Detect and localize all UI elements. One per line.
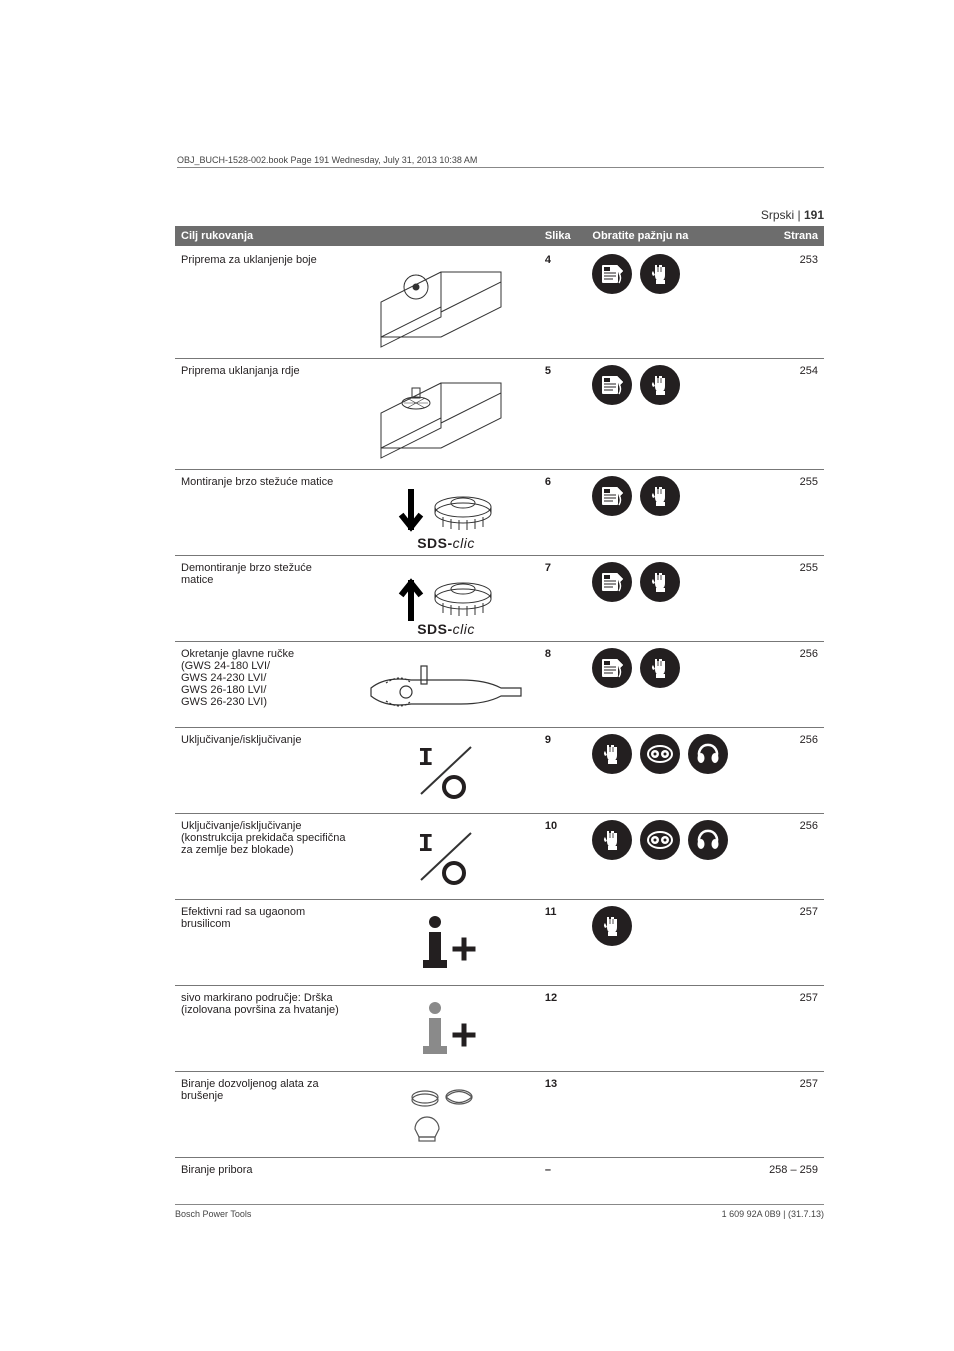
operations-table: Cilj rukovanja Slika Obratite pažnju na … (175, 226, 824, 1184)
row-description: Montiranje brzo stežuće matice (175, 470, 353, 556)
row-attention-icons (586, 814, 748, 900)
row-description: Priprema za uklanjenje boje (175, 247, 353, 359)
row-illustration (353, 642, 539, 728)
col-header-page: Strana (748, 226, 824, 247)
row-description: Okretanje glavne ručke (GWS 24-180 LVI/ … (175, 642, 353, 728)
row-page-ref: 256 (748, 642, 824, 728)
page-header: Srpski | 191 (175, 208, 824, 222)
wear-gloves-icon (592, 820, 632, 860)
page-footer: Bosch Power Tools 1 609 92A 0B9 | (31.7.… (175, 1204, 824, 1219)
wear-ear-protection-icon (688, 820, 728, 860)
read-manual-icon (592, 254, 632, 294)
row-attention-icons (586, 728, 748, 814)
row-figure-number: 8 (539, 642, 587, 728)
row-illustration: I (353, 728, 539, 814)
table-row: Biranje dozvoljenog alata za brušenje 13… (175, 1072, 824, 1158)
row-description: Biranje dozvoljenog alata za brušenje (175, 1072, 353, 1158)
table-row: sivo markirano područje: Drška (izolovan… (175, 986, 824, 1072)
row-figure-number: 5 (539, 359, 587, 470)
row-description: Priprema uklanjanja rdje (175, 359, 353, 470)
book-source-header: OBJ_BUCH-1528-002.book Page 191 Wednesda… (177, 155, 824, 168)
row-figure-number: – (539, 1158, 587, 1185)
row-figure-number: 13 (539, 1072, 587, 1158)
row-description: Uključivanje/isključivanje (175, 728, 353, 814)
read-manual-icon (592, 648, 632, 688)
row-page-ref: 255 (748, 470, 824, 556)
wear-goggles-icon (640, 734, 680, 774)
table-row: Uključivanje/isključivanje (konstrukcija… (175, 814, 824, 900)
row-attention-icons (586, 1072, 748, 1158)
row-description: Efektivni rad sa ugaonom brusilicom (175, 900, 353, 986)
row-attention-icons (586, 247, 748, 359)
wear-gloves-icon (592, 906, 632, 946)
wear-goggles-icon (640, 820, 680, 860)
row-illustration: SDS-clic (353, 470, 539, 556)
wear-gloves-icon (640, 562, 680, 602)
read-manual-icon (592, 365, 632, 405)
row-page-ref: 257 (748, 900, 824, 986)
row-illustration (353, 900, 539, 986)
wear-gloves-icon (640, 476, 680, 516)
svg-text:I: I (418, 743, 434, 773)
row-attention-icons (586, 359, 748, 470)
read-manual-icon (592, 562, 632, 602)
wear-gloves-icon (592, 734, 632, 774)
row-illustration: SDS-clic (353, 556, 539, 642)
footer-left: Bosch Power Tools (175, 1209, 251, 1219)
row-page-ref: 255 (748, 556, 824, 642)
row-illustration (353, 247, 539, 359)
col-header-illustration (353, 226, 539, 247)
wear-gloves-icon (640, 365, 680, 405)
row-description: sivo markirano područje: Drška (izolovan… (175, 986, 353, 1072)
col-header-desc: Cilj rukovanja (175, 226, 353, 247)
row-attention-icons (586, 642, 748, 728)
wear-gloves-icon (640, 254, 680, 294)
svg-text:I: I (418, 829, 434, 859)
row-figure-number: 12 (539, 986, 587, 1072)
row-attention-icons (586, 986, 748, 1072)
row-description: Biranje pribora (175, 1158, 353, 1185)
col-header-figure: Slika (539, 226, 587, 247)
row-page-ref: 258 – 259 (748, 1158, 824, 1185)
row-description: Uključivanje/isključivanje (konstrukcija… (175, 814, 353, 900)
table-row: Efektivni rad sa ugaonom brusilicom 11 2… (175, 900, 824, 986)
row-description: Demontiranje brzo stežuće matice (175, 556, 353, 642)
row-page-ref: 256 (748, 814, 824, 900)
table-row: Biranje pribora – 258 – 259 (175, 1158, 824, 1185)
language-label: Srpski (761, 208, 794, 222)
table-row: Uključivanje/isključivanje I 9 256 (175, 728, 824, 814)
table-row: Demontiranje brzo stežuće matice SDS-cli… (175, 556, 824, 642)
row-figure-number: 4 (539, 247, 587, 359)
col-header-attention: Obratite pažnju na (586, 226, 748, 247)
row-illustration (353, 986, 539, 1072)
wear-ear-protection-icon (688, 734, 728, 774)
table-row: Okretanje glavne ručke (GWS 24-180 LVI/ … (175, 642, 824, 728)
row-attention-icons (586, 470, 748, 556)
row-figure-number: 6 (539, 470, 587, 556)
row-illustration (353, 359, 539, 470)
wear-gloves-icon (640, 648, 680, 688)
footer-right: 1 609 92A 0B9 | (31.7.13) (722, 1209, 824, 1219)
row-illustration (353, 1072, 539, 1158)
row-page-ref: 256 (748, 728, 824, 814)
row-page-ref: 253 (748, 247, 824, 359)
read-manual-icon (592, 476, 632, 516)
table-row: Montiranje brzo stežuće matice SDS-clic … (175, 470, 824, 556)
row-figure-number: 10 (539, 814, 587, 900)
page-number: 191 (804, 208, 824, 222)
row-figure-number: 11 (539, 900, 587, 986)
row-illustration (353, 1158, 539, 1185)
row-page-ref: 257 (748, 1072, 824, 1158)
table-row: Priprema za uklanjenje boje 4 253 (175, 247, 824, 359)
row-attention-icons (586, 556, 748, 642)
row-figure-number: 9 (539, 728, 587, 814)
row-attention-icons (586, 900, 748, 986)
table-row: Priprema uklanjanja rdje 5 254 (175, 359, 824, 470)
row-figure-number: 7 (539, 556, 587, 642)
row-attention-icons (586, 1158, 748, 1185)
row-page-ref: 257 (748, 986, 824, 1072)
row-page-ref: 254 (748, 359, 824, 470)
row-illustration: I (353, 814, 539, 900)
